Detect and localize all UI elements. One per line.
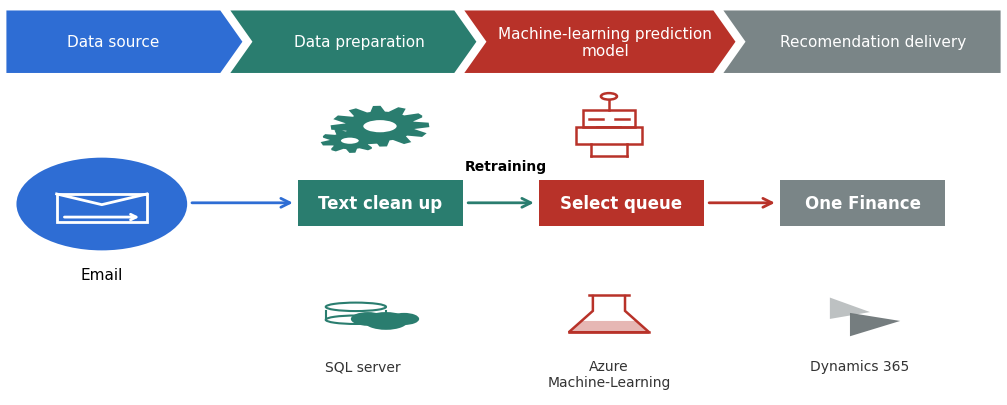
Text: Email: Email <box>81 267 123 282</box>
Polygon shape <box>830 298 870 319</box>
Polygon shape <box>231 11 476 74</box>
Text: Recomendation delivery: Recomendation delivery <box>780 35 966 50</box>
Circle shape <box>389 313 419 325</box>
Text: Azure
Machine-Learning: Azure Machine-Learning <box>547 359 671 390</box>
Polygon shape <box>850 313 900 337</box>
Polygon shape <box>322 130 378 153</box>
Text: Select queue: Select queue <box>561 194 683 213</box>
Text: Retraining: Retraining <box>464 160 547 173</box>
Polygon shape <box>723 11 1001 74</box>
Text: Data preparation: Data preparation <box>293 35 424 50</box>
Text: Dynamics 365: Dynamics 365 <box>811 359 909 373</box>
Text: Text clean up: Text clean up <box>318 194 442 213</box>
Circle shape <box>350 312 385 326</box>
FancyBboxPatch shape <box>539 180 704 227</box>
FancyBboxPatch shape <box>298 180 463 227</box>
FancyBboxPatch shape <box>779 180 946 227</box>
Text: Data source: Data source <box>67 35 159 50</box>
Text: One Finance: One Finance <box>805 194 920 213</box>
Polygon shape <box>6 11 243 74</box>
Circle shape <box>340 137 359 145</box>
Text: SQL server: SQL server <box>325 359 401 373</box>
Circle shape <box>363 120 398 134</box>
Polygon shape <box>569 321 650 333</box>
Ellipse shape <box>16 158 187 251</box>
Text: Machine-learning prediction
model: Machine-learning prediction model <box>498 26 712 59</box>
Polygon shape <box>464 11 735 74</box>
Circle shape <box>364 312 408 330</box>
Polygon shape <box>331 108 428 146</box>
